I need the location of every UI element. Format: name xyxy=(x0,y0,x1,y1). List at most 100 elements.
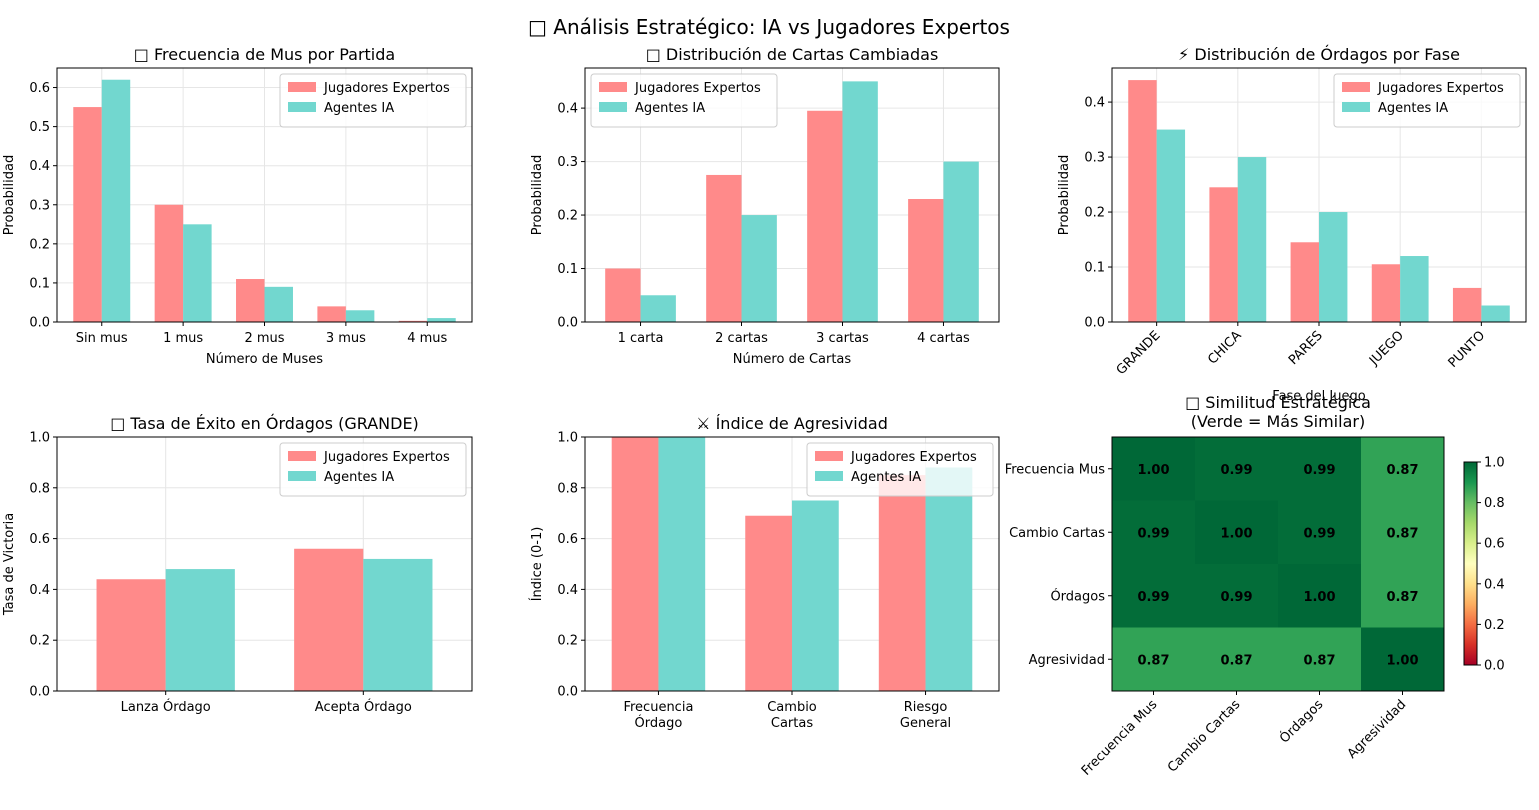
x-tick-label: 4 cartas xyxy=(917,331,970,346)
legend-box xyxy=(1333,73,1521,128)
legend-swatch xyxy=(288,82,316,92)
bar-ai xyxy=(1481,305,1510,322)
chart-mus: 0.0 0.1 0.2 0.3 0.4 0.5 0.6 Sin mus 1 mus 2 mus 3 … xyxy=(2,45,473,367)
bar-experts xyxy=(745,515,792,691)
y-tick-label: 1.0 xyxy=(557,431,578,446)
colorbar-tick-label: 0.4 xyxy=(1484,577,1505,592)
legend-label: Jugadores Expertos xyxy=(323,450,450,465)
y-tick-label: 0.4 xyxy=(29,159,50,174)
y-axis-label: Tasa de Victoria xyxy=(2,513,17,616)
legend-swatch xyxy=(288,471,316,481)
y-tick-label: 0.6 xyxy=(29,532,50,547)
y-axis-label: Probabilidad xyxy=(2,155,17,235)
x-tick-label: Agresividad xyxy=(1345,697,1410,762)
y-tick-label: 1.0 xyxy=(29,431,50,446)
y-tick-label: 0.0 xyxy=(557,685,578,700)
legend-swatch xyxy=(815,451,843,461)
chart-title: ⚔ Índice de Agresividad xyxy=(696,414,888,433)
heatmap-cell xyxy=(1112,500,1196,565)
x-tick-label: Acepta Órdago xyxy=(315,699,412,715)
bar-ai xyxy=(345,310,375,322)
bar-experts xyxy=(1128,80,1157,322)
y-tick-label: 0.8 xyxy=(29,481,50,496)
cell-value-label: 1.00 xyxy=(1220,526,1252,541)
legend-swatch xyxy=(1342,102,1370,112)
cell-value-label: 0.99 xyxy=(1303,526,1335,541)
legend-swatch xyxy=(599,102,627,112)
y-tick-label: 0.4 xyxy=(29,583,50,598)
y-tick-label: Agresividad xyxy=(1029,653,1105,668)
legend-swatch xyxy=(288,451,316,461)
x-tick-label: 2 cartas xyxy=(715,331,768,346)
x-tick-label: Cambio Cartas xyxy=(1165,697,1244,776)
bar-ai xyxy=(1237,157,1267,322)
y-axis-label: Probabilidad xyxy=(1057,155,1072,235)
y-tick-label: 0.0 xyxy=(557,316,578,331)
x-axis-label: Número de Muses xyxy=(206,352,323,367)
chart-title: □ Distribución de Cartas Cambiadas xyxy=(646,45,939,64)
bar-experts xyxy=(706,174,742,322)
colorbar xyxy=(1463,461,1478,666)
bar-ai xyxy=(101,79,131,322)
figure-title: □ Análisis Estratégico: IA vs Jugadores … xyxy=(528,15,1010,39)
bar-experts xyxy=(294,548,364,691)
y-tick-label: 0.2 xyxy=(557,209,578,224)
bar-experts xyxy=(605,268,641,322)
chart-title: □ Similitud Estratégica (Verde = Más Simi… xyxy=(1185,393,1371,431)
cell-value-label: 0.87 xyxy=(1386,590,1418,605)
chart-cartas: 0.0 0.1 0.2 0.3 0.4 1 carta 2 cartas 3 cartas 4 … xyxy=(530,45,1000,367)
x-tick-label: Riesgo General xyxy=(900,700,951,731)
chart-ordagos: 0.0 0.1 0.2 0.3 0.4 GRANDE CHICA PARES JUEGO PUNT… xyxy=(1057,45,1527,404)
colorbar-tick-label: 1.0 xyxy=(1484,456,1505,471)
legend-box xyxy=(590,73,778,128)
colorbar-tick-label: 0.0 xyxy=(1484,659,1505,674)
colorbar-tick-label: 0.8 xyxy=(1484,496,1505,511)
axes-frame xyxy=(584,67,1000,323)
x-tick-label: GRANDE xyxy=(1114,328,1164,378)
x-tick-label: Sin mus xyxy=(76,331,128,346)
bar-ai xyxy=(165,569,235,691)
chart-title: □ Tasa de Éxito en Órdagos (GRANDE) xyxy=(110,414,419,433)
heatmap-cell xyxy=(1278,437,1362,501)
x-axis-label: Fase del Juego xyxy=(1272,389,1365,404)
x-tick-label: JUEGO xyxy=(1366,328,1407,369)
legend-label: Jugadores Expertos xyxy=(850,450,977,465)
legend-label: Agentes IA xyxy=(324,470,394,485)
y-tick-label: 0.1 xyxy=(557,262,578,277)
y-axis-label: Índice (0-1) xyxy=(529,527,545,602)
cell-value-label: 1.00 xyxy=(1303,590,1335,605)
heatmap-cell xyxy=(1278,627,1362,692)
legend: Jugadores Expertos Agentes IA xyxy=(279,73,467,128)
y-tick-label: 0.3 xyxy=(29,198,50,213)
y-tick-label: 0.5 xyxy=(29,120,50,135)
cell-value-label: 0.99 xyxy=(1220,590,1252,605)
heatmap-cell xyxy=(1278,564,1362,628)
bar-ai xyxy=(1319,212,1348,322)
y-tick-label: 0.2 xyxy=(29,237,50,252)
heatmap-cell xyxy=(1278,500,1362,565)
bar-ai xyxy=(640,295,676,322)
heatmap-cell xyxy=(1195,564,1279,628)
y-axis-label: Probabilidad xyxy=(530,155,545,235)
cell-value-label: 1.00 xyxy=(1137,463,1169,478)
legend-swatch xyxy=(815,471,843,481)
x-axis-label: Número de Cartas xyxy=(733,352,852,367)
legend-label: Agentes IA xyxy=(324,101,394,116)
bar-ai xyxy=(842,81,878,322)
legend: Jugadores Expertos Agentes IA xyxy=(1333,73,1521,128)
bar-ai xyxy=(183,224,212,322)
y-tick-label: 0.2 xyxy=(557,634,578,649)
legend-label: Agentes IA xyxy=(635,101,705,116)
heatmap-cell xyxy=(1195,627,1279,692)
bar-experts xyxy=(73,107,102,322)
y-tick-label: 0.4 xyxy=(557,102,578,117)
y-tick-label: 0.8 xyxy=(557,481,578,496)
legend-label: Agentes IA xyxy=(1378,101,1448,116)
legend-label: Jugadores Expertos xyxy=(323,81,450,96)
cell-value-label: 0.99 xyxy=(1303,463,1335,478)
heatmap-cell xyxy=(1361,564,1445,628)
y-tick-label: 0.6 xyxy=(29,81,50,96)
bar-experts xyxy=(1209,187,1238,322)
bar-ai xyxy=(658,437,706,691)
legend-label: Jugadores Expertos xyxy=(634,81,761,96)
